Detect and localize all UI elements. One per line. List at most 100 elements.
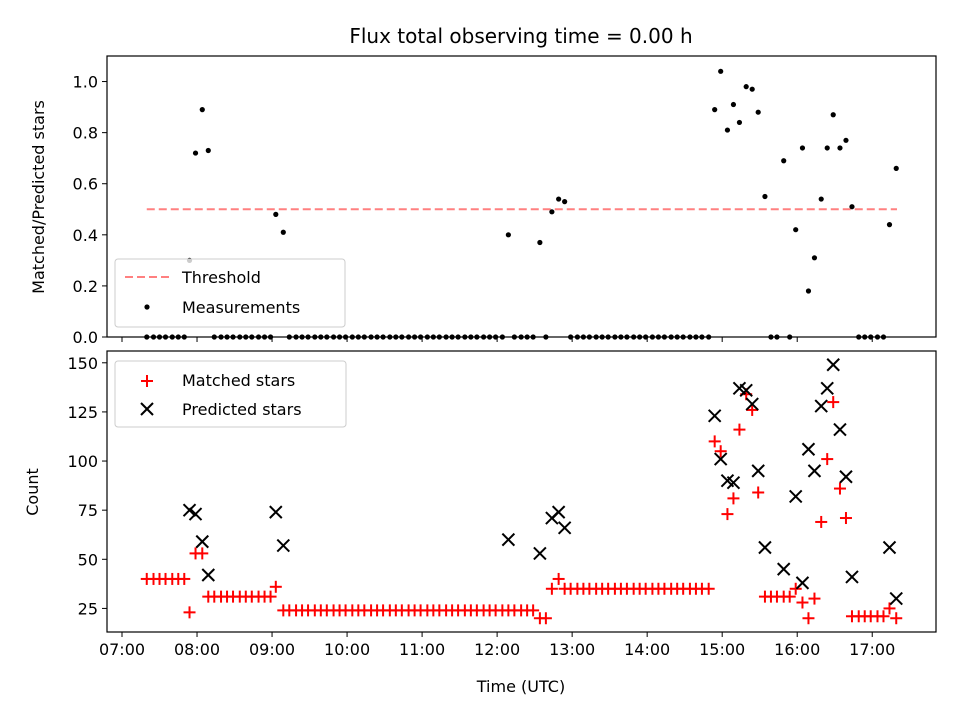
predicted-stars-point: [551, 505, 566, 519]
matched-stars-point: [802, 612, 815, 625]
predicted-stars-point: [201, 568, 215, 582]
bottom-legend: Matched stars Predicted stars: [114, 360, 347, 428]
top-legend: Threshold Measurements: [114, 258, 346, 328]
measurements-point: [549, 209, 555, 215]
top-y-tick-label: 1.0: [73, 73, 98, 92]
x-tick-label: 13:00: [549, 640, 595, 659]
predicted-stars-point: [533, 546, 547, 561]
predicted-stars-point: [820, 381, 834, 396]
bottom-y-tick-label: 25: [78, 599, 98, 618]
measurements-point: [843, 137, 849, 143]
x-tick-label: 16:00: [774, 640, 820, 659]
predicted-stars-point: [789, 489, 803, 504]
matched-stars-legend-swatch: [141, 375, 153, 387]
matched-stars-point: [789, 582, 802, 595]
matched-stars-point: [727, 492, 740, 505]
matched-stars-point: [733, 423, 746, 436]
measurements-point: [811, 255, 818, 261]
measurements-point: [273, 211, 279, 217]
matched-stars-point: [877, 610, 890, 623]
threshold-legend-label: Threshold: [181, 268, 261, 287]
bottom-y-tick-label: 100: [67, 452, 98, 471]
measurements-point: [799, 145, 806, 151]
measurements-point: [893, 165, 899, 171]
measurements-point: [830, 112, 836, 118]
bottom-plot-area: 25 50 75 100 125 150 07:00 08:00 09:00 10:00 11:00…: [67, 354, 903, 659]
predicted-stars-point: [557, 521, 572, 535]
measurements-legend-swatch: [144, 304, 150, 310]
matched-stars-point: [552, 572, 565, 585]
top-y-tick-label: 0.8: [73, 124, 98, 143]
matched-stars-point: [839, 512, 852, 525]
matched-stars-point: [890, 612, 903, 625]
x-axis-label: Time (UTC): [476, 677, 565, 696]
measurements-point: [762, 193, 768, 200]
matched-stars-point: [796, 596, 809, 609]
x-tick-label: 12:00: [474, 640, 520, 659]
matched-stars-point: [702, 582, 715, 595]
bottom-y-tick-label: 75: [78, 501, 98, 520]
predicted-stars-point: [826, 358, 840, 372]
measurements-point: [280, 229, 286, 235]
measurements-point: [712, 107, 718, 113]
x-tick-label: 17:00: [849, 640, 895, 659]
top-y-tick-label: 0.6: [73, 175, 98, 194]
bottom-y-tick-label: 150: [67, 354, 98, 373]
predicted-stars-legend-swatch: [140, 402, 154, 416]
predicted-stars-point: [188, 507, 203, 521]
measurements-point: [192, 150, 199, 156]
predicted-stars-point: [814, 399, 828, 413]
matched-stars-point: [527, 604, 540, 617]
matched-stars-point: [883, 602, 896, 615]
measurements-point: [805, 288, 812, 294]
bottom-plot-frame: [106, 350, 937, 633]
measurements-point: [718, 68, 724, 74]
predicted-stars-point: [839, 470, 853, 484]
matched-stars-point: [721, 508, 734, 521]
measurements-legend-label: Measurements: [182, 298, 300, 317]
predicted-stars-point: [707, 409, 722, 423]
measurements-point: [736, 119, 743, 126]
matched-stars-point: [783, 590, 796, 603]
predicted-stars-point: [195, 534, 209, 549]
measurements-point: [562, 199, 568, 205]
bottom-y-tick-label: 50: [78, 550, 98, 569]
matched-stars-point: [269, 580, 282, 593]
measurements-point: [749, 86, 755, 92]
predicted-stars-point: [795, 576, 810, 590]
x-tick-label: 10:00: [324, 640, 370, 659]
matched-stars-point: [708, 435, 721, 448]
predicted-stars-point: [745, 397, 759, 411]
x-tick-label: 15:00: [699, 640, 745, 659]
predicted-stars-point: [776, 562, 791, 576]
predicted-stars-point: [751, 464, 765, 478]
top-y-tick-label: 0.2: [73, 277, 98, 296]
measurements-point: [886, 222, 893, 228]
measurements-point: [724, 127, 731, 133]
predicted-stars-point: [833, 422, 847, 437]
measurements-point: [755, 109, 761, 115]
bottom-y-axis-label: Count: [23, 468, 42, 516]
bottom-legend-box: [114, 360, 347, 428]
x-tick-label: 08:00: [174, 640, 220, 659]
predicted-stars-point: [713, 452, 728, 466]
measurements-point: [556, 196, 562, 202]
predicted-stars-point: [269, 505, 283, 519]
bottom-y-tick-label: 125: [67, 403, 98, 422]
top-y-tick-label: 0.0: [73, 328, 98, 347]
x-tick-label: 14:00: [624, 640, 670, 659]
measurements-point: [199, 107, 205, 113]
matched-stars-point: [196, 547, 209, 560]
measurements-point: [781, 158, 787, 164]
measurements-point: [849, 204, 855, 210]
matched-stars-point: [746, 403, 759, 416]
top-legend-box: [114, 258, 346, 328]
matched-stars-legend-label: Matched stars: [182, 371, 295, 390]
predicted-stars-point: [882, 540, 897, 555]
predicted-stars-point: [501, 532, 516, 547]
measurements-point: [205, 147, 211, 154]
predicted-stars-point: [739, 383, 753, 398]
matched-stars-point: [752, 486, 765, 499]
measurements-point: [505, 232, 511, 238]
